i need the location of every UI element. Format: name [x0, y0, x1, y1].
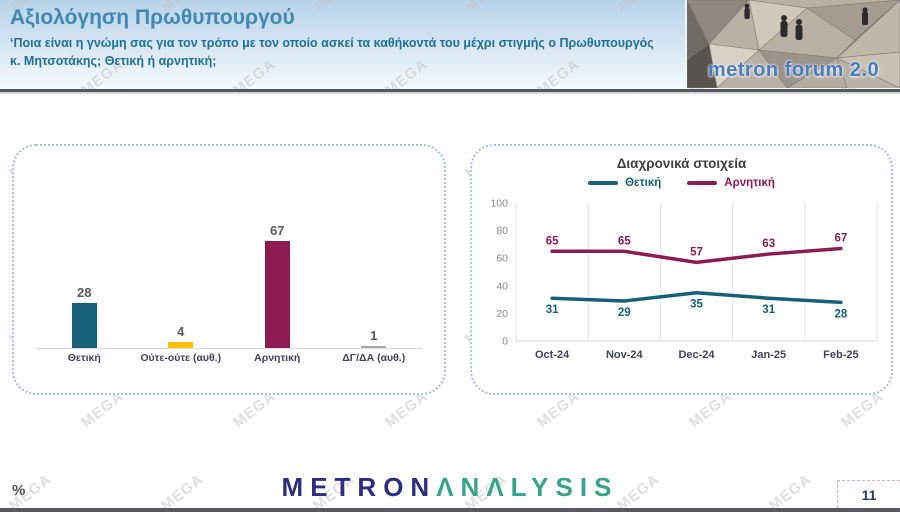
data-point-label: 57 — [690, 246, 703, 258]
line-chart-title: Διαχρονικά στοιχεία — [616, 156, 747, 171]
x-tick-label: Feb-25 — [823, 349, 858, 361]
page-number: 11 — [861, 486, 877, 503]
legend-label: Θετική — [625, 177, 662, 189]
x-tick-label: Jan-25 — [751, 349, 786, 361]
title-block: Αξιολόγηση Πρωθυπουργού ‘Ποια είναι η γν… — [10, 5, 670, 71]
page-subtitle: ‘Ποια είναι η γνώμη σας για τον τρόπο με… — [10, 36, 654, 69]
metron-forum-photo: metron forum 2.0 — [685, 0, 900, 88]
page-title: Αξιολόγηση Πρωθυπουργού — [10, 6, 295, 29]
data-point-label: 65 — [618, 235, 631, 247]
logo-metron: METRON — [281, 472, 437, 502]
charts-row: 28 4 67 1 Θετική Ούτε-ούτε (αυθ.) Αρνητική ΔΓ/… — [12, 144, 893, 395]
data-point-label: 65 — [546, 235, 559, 247]
header-divider — [0, 89, 900, 94]
bar-column: 67 — [229, 223, 326, 348]
y-tick-label: 60 — [496, 253, 508, 265]
page-number-box: 11 — [837, 480, 900, 508]
bar-chart-card: 28 4 67 1 Θετική Ούτε-ούτε (αυθ.) Αρνητική ΔΓ/… — [12, 144, 446, 395]
y-tick-label: 20 — [496, 308, 508, 320]
bar-value-label: 67 — [270, 222, 285, 238]
line-plot: 0 20 40 60 80 100 Oct-24 Nov-24 Dec-24 Jan-25 Feb-… — [480, 193, 883, 370]
bar-plot: 28 4 67 1 — [36, 188, 422, 349]
data-point-label: 63 — [762, 238, 775, 250]
bottom-bar — [0, 508, 900, 512]
bar-value-label: 28 — [77, 285, 92, 301]
bar — [168, 341, 194, 348]
line-chart-svg: 0 20 40 60 80 100 Oct-24 Nov-24 Dec-24 Jan-25 Feb-… — [490, 198, 878, 361]
bar-category-label: Ούτε-ούτε (αυθ.) — [140, 352, 222, 364]
data-point-label: 28 — [835, 308, 848, 320]
legend-item: Αρνητική — [687, 177, 775, 189]
y-tick-label: 40 — [496, 280, 508, 292]
x-tick-label: Dec-24 — [678, 349, 715, 361]
data-point-label: 29 — [618, 307, 631, 319]
legend-label: Αρνητική — [724, 177, 775, 189]
bar-category-label: Θετική — [67, 352, 101, 364]
series-line — [550, 246, 843, 265]
metron-forum-logo-text: metron forum 2.0 — [707, 59, 880, 81]
line-chart-card: Διαχρονικά στοιχεία Θετική Αρνητική 0 20 40… — [470, 144, 893, 395]
bar — [264, 240, 290, 348]
bar-value-label: 1 — [370, 328, 378, 343]
bar-column: 4 — [133, 324, 230, 348]
bar — [361, 346, 387, 348]
y-tick-label: 80 — [496, 225, 508, 237]
y-tick-label: 100 — [490, 198, 508, 210]
x-tick-label: Nov-24 — [606, 349, 644, 361]
legend-swatch — [687, 180, 718, 186]
bar-value-label: 4 — [177, 323, 185, 339]
bar-category-label: ΔΓ/ΔΑ (αυθ.) — [342, 352, 406, 364]
data-point-label: 31 — [546, 304, 559, 316]
bar — [71, 303, 97, 348]
data-point-label: 35 — [690, 299, 703, 311]
series-line — [550, 290, 843, 305]
data-point-label: 31 — [762, 304, 775, 316]
pedestrian-silhouettes — [744, 3, 868, 40]
bar-column: 1 — [326, 328, 423, 348]
legend-swatch — [588, 180, 619, 186]
y-tick-label: 0 — [502, 336, 508, 348]
mosaic-pavement-image — [687, 0, 900, 88]
bar-category-row: Θετική Ούτε-ούτε (αυθ.) Αρνητική ΔΓ/ΔΑ (αυθ… — [36, 352, 422, 364]
bar-column: 28 — [36, 285, 133, 348]
x-tick-label: Oct-24 — [535, 349, 570, 361]
data-point-label: 67 — [835, 233, 848, 245]
line-legend: Θετική Αρνητική — [472, 177, 891, 189]
bar-category-label: Αρνητική — [254, 352, 301, 364]
percent-note: % — [12, 482, 26, 499]
legend-item: Θετική — [588, 177, 661, 189]
metronanalysis-logo: METRONΛNΛLYSIS — [0, 472, 900, 503]
logo-analysis: ΛNΛLYSIS — [436, 472, 619, 502]
